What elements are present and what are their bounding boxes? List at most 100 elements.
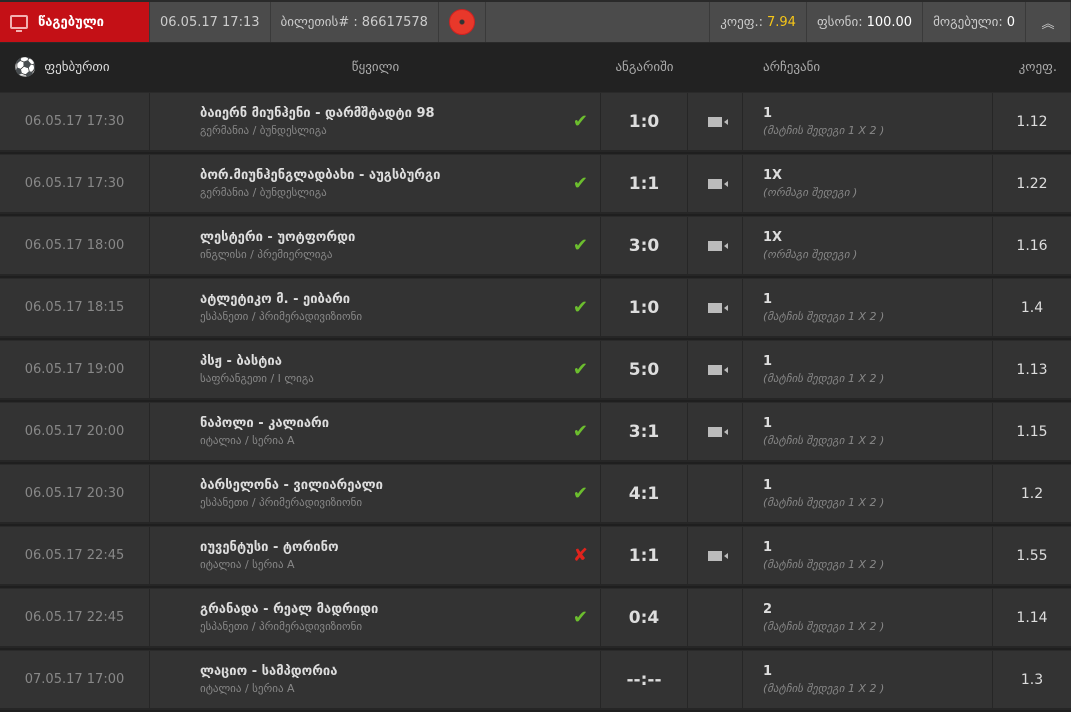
video-cell[interactable] [688,403,743,460]
choice-value: 1 [763,354,773,369]
bet-row[interactable]: 06.05.17 17:30 ბაიერნ მიუნჰენი - დარმშტა… [0,92,1071,152]
video-cell[interactable] [688,279,743,336]
bet-row[interactable]: 06.05.17 22:45 გრანადა - რეალ მადრიდი ესპ… [0,588,1071,648]
match-title: ლაციო - სამპდორია [200,664,338,679]
match-score: 1:1 [601,527,688,584]
row-odds: 1.13 [1016,361,1048,378]
match-league: ინგლისი / პრემიერლიგა [200,248,333,261]
match-cell: იუვენტუსი - ტორინო იტალია / სერია A ✘ [150,527,601,584]
video-camera-icon[interactable] [708,178,728,189]
market-name: (მატჩის შედეგი 1 X 2 ) [763,620,885,633]
bet-row[interactable]: 06.05.17 22:45 იუვენტუსი - ტორინო იტალია … [0,526,1071,586]
monitor-icon [10,15,28,32]
match-score: 0:4 [601,589,688,646]
match-date: 06.05.17 22:45 [0,589,150,646]
video-camera-icon[interactable] [708,426,728,437]
video-camera-icon[interactable] [708,116,728,127]
video-camera-icon[interactable] [708,364,728,375]
choice-value: 1 [763,478,773,493]
match-title: გრანადა - რეალ მადრიდი [200,602,379,617]
wheel-icon[interactable] [448,9,475,35]
match-title: ნაპოლი - კალიარი [200,416,330,431]
row-odds: 1.12 [1016,113,1048,130]
market-name: (ორმაგი შედეგი ) [763,248,858,261]
video-camera-icon[interactable] [708,302,728,313]
cross-icon: ✘ [572,545,588,566]
choice-value: 1 [763,416,773,431]
match-cell: ატლეტიკო მ. - ეიბარი ესპანეთი / პრიმერადი… [150,279,601,336]
match-score: 3:0 [601,217,688,274]
check-icon: ✔ [572,173,588,194]
bet-list: 06.05.17 17:30 ბაიერნ მიუნჰენი - დარმშტა… [0,92,1071,710]
row-odds: 1.22 [1016,175,1048,192]
bet-row[interactable]: 06.05.17 18:00 ლესტერი - უოტფორდი ინგლისი… [0,216,1071,276]
video-cell[interactable] [688,217,743,274]
video-cell[interactable] [688,527,743,584]
match-title: პსჟ - ბასტია [200,354,282,369]
chevron-double-up-icon[interactable]: ︽ [1041,16,1055,32]
bet-row[interactable]: 06.05.17 18:15 ატლეტიკო მ. - ეიბარი ესპან… [0,278,1071,338]
match-league: გერმანია / ბუნდესლიგა [200,124,327,137]
check-icon: ✔ [572,111,588,132]
wheel-icon-cell[interactable] [439,2,486,42]
match-league: ესპანეთი / პრიმერადივიზიონი [200,496,363,509]
won-value: 0 [1006,14,1015,30]
total-odds: კოეფ.: 7.94 [710,2,807,42]
odds-label: კოეფ.: [720,14,763,30]
ticket-status: წაგებული [0,2,150,42]
match-league: გერმანია / ბუნდესლიგა [200,186,327,199]
row-odds: 1.55 [1016,547,1048,564]
row-odds: 1.2 [1020,485,1044,502]
market-name: (მატჩის შედეგი 1 X 2 ) [763,682,885,695]
soccer-ball-icon: ⚽ [14,57,37,78]
stake: ფსონი: 100.00 [807,2,924,42]
score-header: ანგარიში [615,60,674,75]
video-cell[interactable] [688,341,743,398]
bet-row[interactable]: 06.05.17 20:30 ბარსელონა - ვილიარეალი ესპ… [0,464,1071,524]
match-cell: ბაიერნ მიუნჰენი - დარმშტადტი 98 გერმანია … [150,93,601,150]
video-camera-icon[interactable] [708,550,728,561]
bet-row[interactable]: 06.05.17 20:00 ნაპოლი - კალიარი იტალია / … [0,402,1071,462]
match-title: ბარსელონა - ვილიარეალი [200,478,383,493]
match-score: 1:0 [601,279,688,336]
video-cell[interactable] [688,155,743,212]
match-date: 06.05.17 18:15 [0,279,150,336]
ticket-label: ბილეთის# : [280,14,358,30]
match-date: 06.05.17 22:45 [0,527,150,584]
winnings: მოგებული: 0 [923,2,1026,42]
video-cell[interactable] [688,93,743,150]
row-odds: 1.3 [1020,671,1044,688]
check-icon: ✔ [572,297,588,318]
match-date: 06.05.17 18:00 [0,217,150,274]
bet-row[interactable]: 06.05.17 19:00 პსჟ - ბასტია საფრანგეთი / … [0,340,1071,400]
row-odds: 1.4 [1020,299,1044,316]
ticket-bar: წაგებული 06.05.17 17:13 ბილეთის# :866175… [0,0,1071,43]
choice-value: 1 [763,106,773,121]
odds-header: კოეფ. [1018,60,1057,75]
ticket-datetime: 06.05.17 17:13 [150,2,271,42]
video-camera-icon[interactable] [708,240,728,251]
check-icon: ✔ [572,421,588,442]
choice-value: 1 [763,540,773,555]
match-cell: ლაციო - სამპდორია იტალია / სერია A [150,651,601,708]
check-icon: ✔ [572,607,588,628]
row-odds: 1.14 [1016,609,1048,626]
match-date: 06.05.17 19:00 [0,341,150,398]
status-label: წაგებული [38,14,104,30]
choice-value: 2 [763,602,773,617]
collapse-button[interactable]: ︽ [1026,2,1071,42]
bet-row[interactable]: 06.05.17 17:30 ბორ.მიუნჰენგლადბახი - აუგ… [0,154,1071,214]
check-icon: ✔ [572,483,588,504]
match-league: იტალია / სერია A [200,434,295,447]
stake-label: ფსონი: [816,14,863,30]
table-header: ⚽ ფეხბურთი წყვილი ანგარიში არჩევანი კოეფ. [0,43,1071,92]
match-score: 1:0 [601,93,688,150]
match-score: --:-- [601,651,688,708]
bet-row[interactable]: 07.05.17 17:00 ლაციო - სამპდორია იტალია /… [0,650,1071,710]
spacer [486,2,711,42]
row-odds: 1.16 [1016,237,1048,254]
market-name: (ორმაგი შედეგი ) [763,186,858,199]
choice-value: 1 [763,664,773,679]
sport-header: ⚽ ფეხბურთი [0,57,150,78]
match-score: 3:1 [601,403,688,460]
